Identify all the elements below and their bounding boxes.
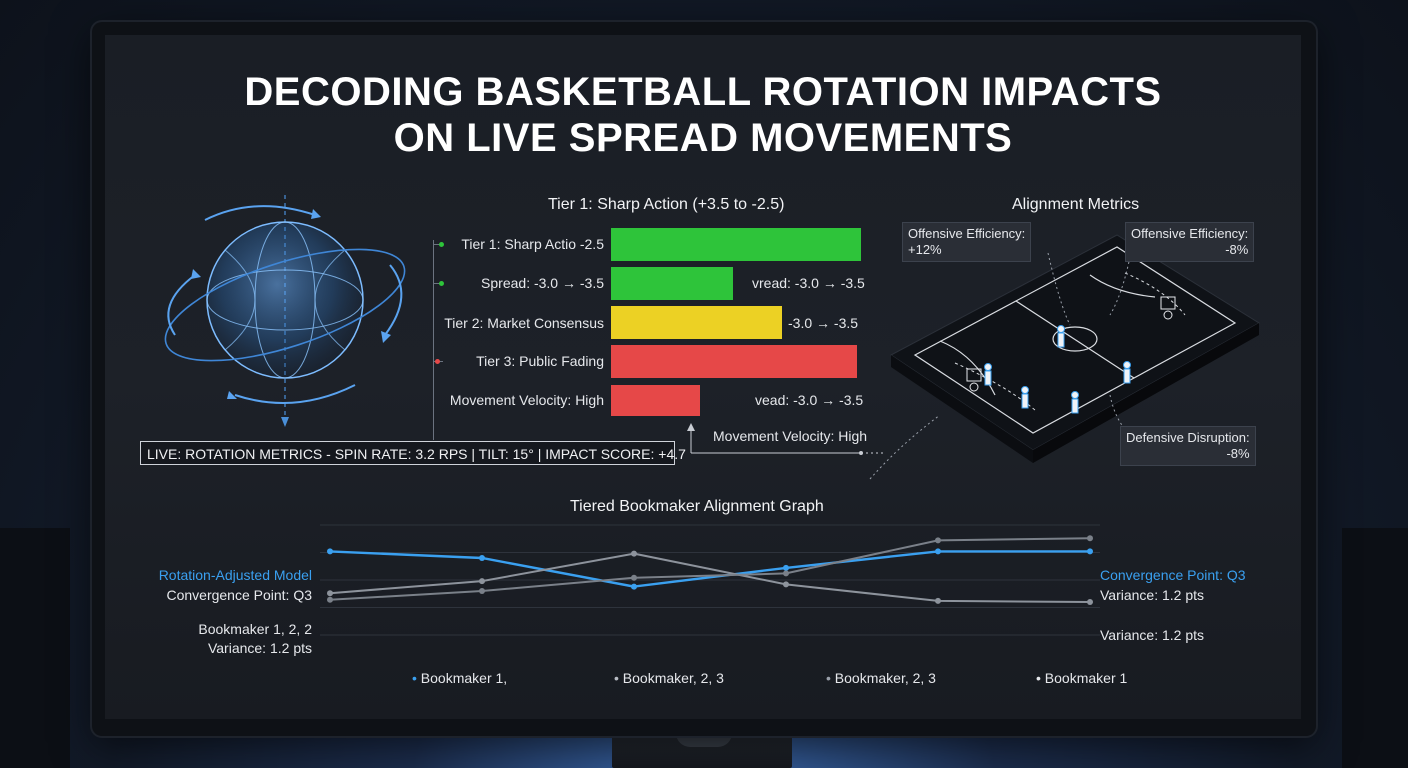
tier-row-bar: [611, 267, 733, 300]
tier-row-marker: [439, 281, 444, 286]
velocity-connector: [687, 423, 885, 455]
tier-row-label: Movement Velocity: High: [449, 392, 604, 408]
tier-row-marker: [439, 242, 444, 247]
graph-label-variance-left: Variance: 1.2 pts: [207, 640, 312, 656]
legend-label: Bookmaker, 2, 3: [622, 670, 724, 686]
tier-row-label: Tier 1: Sharp Actio -2.5: [461, 236, 604, 252]
chart-point: [1087, 599, 1093, 605]
tooltip-offensive-efficiency-left: Offensive Efficiency: +12%: [902, 222, 1032, 262]
tier-row-bar: [611, 306, 782, 339]
chart-series-line-2: [329, 552, 1091, 603]
legend-item: • Bookmaker, 2, 3: [614, 670, 724, 686]
tier-row-bar: [611, 385, 700, 416]
page-title-line-1: DECODING BASKETBALL ROTATION IMPACTS: [244, 70, 1162, 114]
tier-row-label: Spread: -3.0 → -3.5: [481, 275, 604, 291]
chart-point: [935, 548, 941, 555]
chart-series-line-1: [329, 550, 1090, 588]
graph-label-model: Rotation-Adjusted Model: [158, 567, 312, 583]
basketball-court-diagram: [890, 234, 1260, 463]
graph-label-bookmakers: Bookmaker 1, 2, 2: [198, 621, 312, 637]
chart-point: [783, 564, 789, 571]
chart-point: [631, 550, 637, 557]
tier-row-marker: [435, 359, 440, 364]
legend-marker: •: [614, 670, 619, 686]
tooltip-value: +12%: [908, 242, 942, 257]
tier-panel-axis: [433, 240, 434, 440]
chart-point: [1087, 548, 1093, 555]
tier-row-right-label: -3.0 → -3.5: [788, 315, 859, 331]
background-left-block: [0, 528, 70, 768]
chart-point: [327, 590, 333, 597]
legend-label: Bookmaker 1: [1044, 670, 1128, 686]
graph-label-convergence-left: Convergence Point: Q3: [166, 587, 312, 603]
chart-point: [783, 581, 789, 588]
chart-point: [1087, 535, 1093, 542]
tooltip-defensive-disruption: Defensive Disruption: -8%: [1120, 426, 1256, 466]
graph-label-variance-right-2: Variance: 1.2 pts: [1100, 627, 1205, 643]
legend-label: Bookmaker, 2, 3: [834, 670, 936, 686]
chart-point: [479, 578, 485, 585]
background-right-block: [1342, 528, 1408, 768]
tooltip-line: Offensive Efficiency:: [908, 226, 1026, 241]
tier-row-bar: [611, 345, 857, 378]
tier-row-bar: [611, 228, 861, 261]
chart-point: [327, 596, 333, 603]
chart-point: [327, 548, 333, 555]
velocity-note: Movement Velocity: High: [713, 428, 868, 444]
graph-heading: Tiered Bookmaker Alignment Graph: [570, 498, 824, 515]
chart-point: [479, 555, 485, 561]
tier-row-tick: [433, 283, 443, 284]
legend-item: • Bookmaker 1,: [412, 670, 507, 686]
chart-point: [479, 588, 485, 594]
tier-row-label: Tier 3: Public Fading: [476, 353, 604, 369]
tier-row-right-label: vead: -3.0 → -3.5: [755, 392, 864, 408]
tooltip-line: Offensive Efficiency:: [1131, 226, 1249, 241]
legend-item: • Bookmaker, 2, 3: [826, 670, 936, 686]
chart-point: [935, 597, 941, 604]
chart-point: [783, 570, 789, 577]
live-rotation-ticker: LIVE: ROTATION METRICS - SPIN RATE: 3.2 …: [140, 441, 686, 465]
tooltip-value: -8%: [1225, 242, 1249, 257]
tooltip-value: -8%: [1226, 446, 1250, 461]
tooltip-offensive-efficiency-right: Offensive Efficiency: -8%: [1125, 222, 1255, 262]
alignment-line-chart: [320, 524, 1100, 636]
chart-series-line-3: [329, 537, 1091, 601]
alignment-heading: Alignment Metrics: [1012, 196, 1140, 213]
legend-marker: •: [826, 670, 831, 686]
chart-point: [935, 537, 941, 544]
tier-panel-heading: Tier 1: Sharp Action (+3.5 to -2.5): [548, 196, 785, 213]
chart-point: [631, 583, 637, 590]
monitor-stand-neck: [676, 733, 732, 747]
page-title-line-2: ON LIVE SPREAD MOVEMENTS: [393, 116, 1013, 160]
graph-label-convergence-right: Convergence Point: Q3: [1100, 567, 1246, 583]
chart-point: [631, 574, 637, 581]
legend-item: • Bookmaker 1: [1036, 670, 1127, 686]
graph-label-variance-right-1: Variance: 1.2 pts: [1100, 587, 1205, 603]
monitor-screen: DECODING BASKETBALL ROTATION IMPACTS ON …: [105, 35, 1301, 719]
rotating-basketball-graphic: [164, 195, 406, 427]
legend-marker: •: [412, 670, 417, 686]
legend-marker: •: [1036, 670, 1041, 686]
legend-label: Bookmaker 1,: [420, 670, 508, 686]
tier-row-tick: [433, 244, 443, 245]
tier-row-right-label: vread: -3.0 → -3.5: [752, 275, 865, 291]
tier-row-label: Tier 2: Market Consensus: [444, 315, 604, 331]
tooltip-line: Defensive Disruption:: [1126, 430, 1250, 445]
